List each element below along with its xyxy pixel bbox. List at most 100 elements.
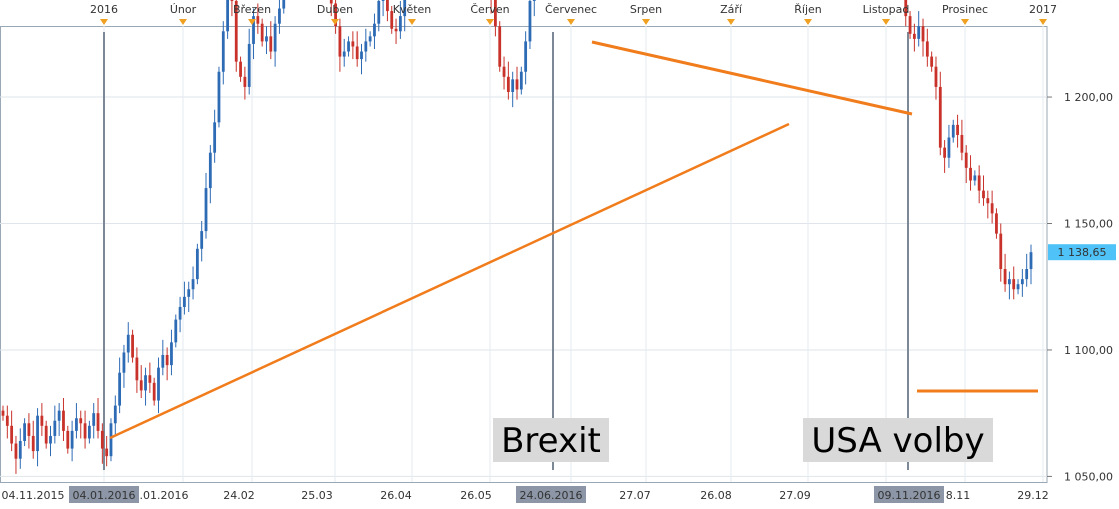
x-label-highlight	[874, 486, 944, 503]
candle-body	[269, 36, 273, 52]
candle-body	[118, 372, 122, 406]
candle-body	[53, 420, 57, 436]
candle-body	[105, 448, 109, 457]
x-tick-label: 24.02	[223, 489, 255, 502]
x-tick-label: .01.2016	[140, 489, 189, 502]
candle-body	[1025, 269, 1029, 280]
candle-body	[230, 0, 234, 1]
grid	[0, 26, 1048, 483]
candle-body	[960, 134, 964, 153]
month-marker-icon	[331, 19, 339, 25]
candle-body	[338, 26, 342, 57]
month-label: 2016	[90, 3, 118, 16]
candle-body	[1, 410, 5, 416]
candle-body	[191, 279, 195, 290]
candle-body	[113, 405, 117, 424]
candle-body	[403, 0, 407, 17]
x-tick-label: 27.07	[619, 489, 651, 502]
candle-body	[368, 36, 372, 42]
candle-body	[502, 66, 506, 77]
candle-body	[148, 375, 152, 383]
candle-body	[126, 334, 130, 353]
usa-volby-box	[803, 418, 993, 462]
x-tick-label: 8.11	[946, 489, 971, 502]
candle-body	[930, 56, 934, 67]
candle-body	[70, 430, 74, 449]
candle-body	[170, 342, 173, 366]
candle-body	[92, 413, 96, 426]
candle-body	[934, 66, 938, 87]
month-label: Září	[720, 3, 743, 16]
candle-body	[87, 425, 91, 439]
candle-body	[139, 380, 143, 391]
candle-body	[908, 16, 912, 34]
candle-body	[986, 198, 990, 204]
month-label: Únor	[170, 3, 197, 16]
candle-body	[511, 79, 515, 92]
candle-body	[5, 415, 9, 426]
candle-body	[355, 46, 359, 60]
month-marker-icon	[248, 19, 256, 25]
candle-body	[96, 413, 100, 431]
candle-body	[10, 425, 14, 444]
candle-body	[234, 0, 238, 62]
candle-body	[921, 26, 925, 42]
x-label-highlight	[516, 486, 586, 503]
usa-volby-label: USA volby	[811, 421, 984, 461]
candle-body	[995, 213, 998, 234]
candle-body	[347, 41, 350, 52]
candle-body	[278, 8, 281, 24]
x-tick-label: 04.11.2015	[2, 489, 65, 502]
brexit-box	[493, 418, 609, 462]
x-tick-label: 04.01.2016	[73, 489, 136, 502]
month-marker-icon	[179, 19, 187, 25]
y-tick-label: 1 100,00	[1064, 344, 1113, 357]
candle-body	[943, 147, 947, 158]
candle-body	[969, 167, 972, 181]
candle-body	[519, 71, 523, 90]
candle-body	[524, 41, 528, 72]
candle-body	[956, 124, 959, 135]
candle-body	[256, 16, 260, 24]
candle-body	[178, 306, 182, 320]
x-tick-label: 09.11.2016	[878, 489, 941, 502]
candle-body	[200, 231, 204, 249]
month-marker-icon	[1039, 19, 1047, 25]
candle-body	[122, 352, 126, 373]
month-marker-icon	[882, 19, 890, 25]
brexit-annotation: Brexit	[493, 418, 609, 462]
event-lines	[103, 32, 909, 470]
month-marker-icon	[486, 19, 494, 25]
candle-body	[144, 375, 147, 391]
candle-body	[14, 443, 18, 459]
candle-body	[390, 11, 394, 29]
candle-body	[917, 26, 921, 39]
candle-body	[195, 248, 199, 280]
month-label: Říjen	[794, 3, 822, 16]
candle-body	[977, 175, 981, 191]
candles	[1, 0, 1033, 474]
candle-body	[494, 0, 497, 27]
month-marker-icon	[804, 19, 812, 25]
candle-body	[157, 367, 160, 401]
candle-body	[1008, 279, 1011, 285]
month-label: Srpen	[630, 3, 662, 16]
candle-body	[528, 0, 532, 42]
candle-body	[217, 71, 221, 123]
candle-body	[964, 152, 968, 168]
candle-body	[174, 319, 178, 343]
x-tick-label: 26.05	[460, 489, 492, 502]
candle-body	[213, 122, 217, 153]
candle-body	[23, 423, 26, 441]
candle-body	[239, 61, 242, 77]
candle-body	[532, 0, 536, 1]
month-label: Listopad	[863, 3, 910, 16]
candle-body	[351, 41, 355, 47]
month-label: Prosinec	[942, 3, 988, 16]
candle-body	[247, 43, 251, 87]
x-tick-label: 24.06.2016	[520, 489, 583, 502]
candle-body	[394, 28, 398, 32]
candle-body	[360, 51, 363, 60]
month-label: Březen	[233, 3, 271, 16]
